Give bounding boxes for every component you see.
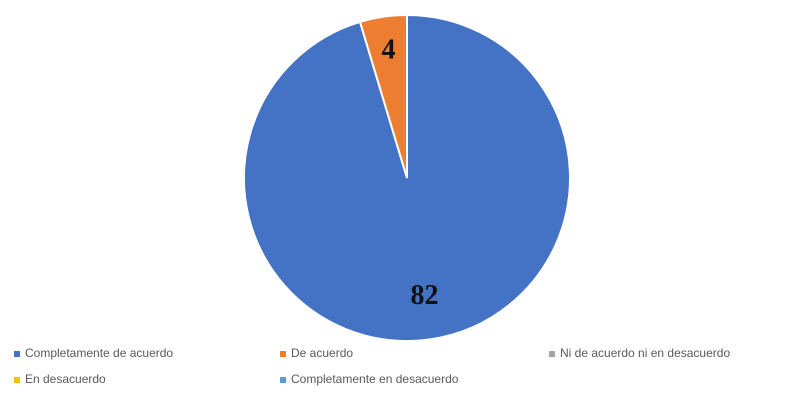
legend-label: De acuerdo [291,346,353,360]
legend-marker [280,351,286,357]
legend-label: Completamente en desacuerdo [291,372,459,386]
legend-marker [549,351,555,357]
data-label: 4 [381,35,395,66]
legend-marker [280,377,286,383]
legend-label: Completamente de acuerdo [25,346,173,360]
legend-label: Ni de acuerdo ni en desacuerdo [560,346,730,360]
data-label: 82 [411,280,439,311]
legend-marker [14,351,20,357]
legend-marker [14,377,20,383]
legend-label: En desacuerdo [25,372,106,386]
